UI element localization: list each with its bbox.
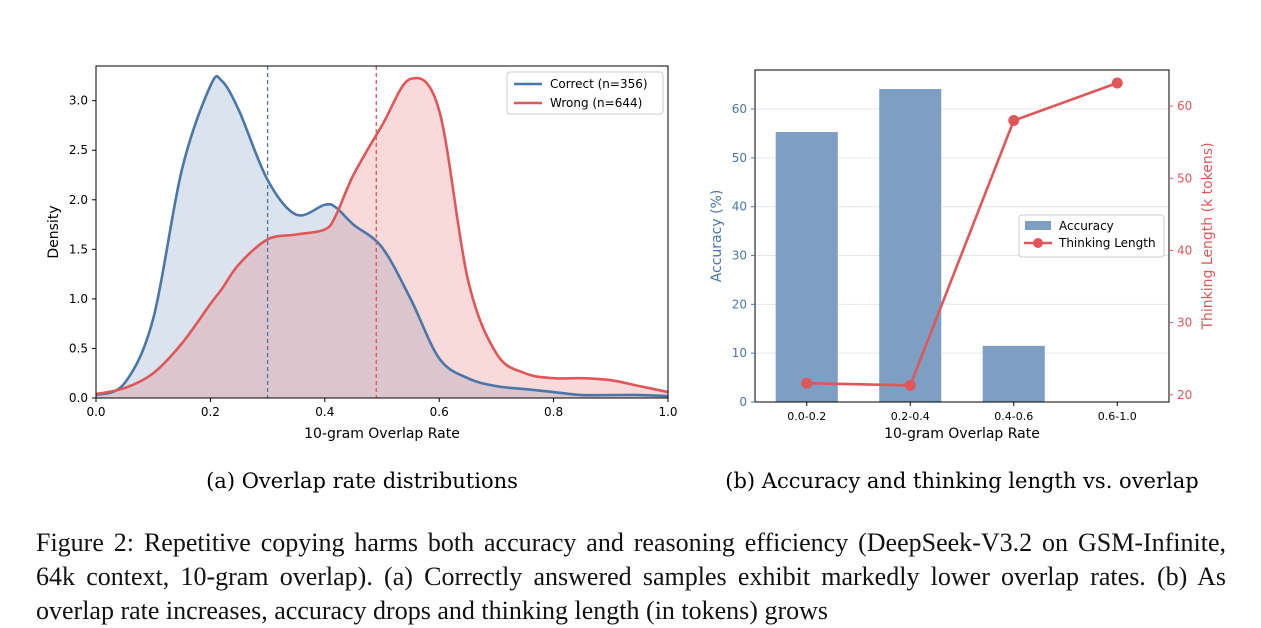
density-lines [95, 74, 669, 398]
right-y-tick-label: 50 [1177, 171, 1192, 185]
panel-a-legend: Correct (n=356) Wrong (n=644) [506, 71, 664, 115]
legend-label-correct: Correct (n=356) [550, 77, 648, 91]
thinking-length-line [801, 77, 1123, 391]
thinking-length-polyline [806, 81, 1118, 387]
left-y-tick-label: 60 [732, 102, 747, 116]
density-line-wrong [95, 76, 669, 396]
accuracy-bar-0.0-0.2 [775, 132, 838, 402]
figure-caption: Figure 2: Repetitive copying harms both … [36, 528, 1226, 625]
density-line-correct [95, 74, 669, 398]
panel-a-y-ticks: 0.0 0.5 1.0 1.5 2.0 2.5 3.0 [69, 94, 96, 405]
panel-a-density-chart: 0.0 0.2 0.4 0.6 0.8 1.0 0.0 0.5 1.0 1.5 2.0 2.5 3.0… [46, 65, 678, 493]
left-y-tick-label: 30 [732, 249, 747, 263]
legend-label-wrong: Wrong (n=644) [550, 96, 642, 110]
density-fill-wrong [96, 78, 668, 398]
panel-b-x-axis-label: 10-gram Overlap Rate [884, 426, 1040, 442]
left-y-tick-label: 10 [732, 346, 747, 360]
legend-marker-thinking-length [1033, 238, 1043, 248]
thinking-length-point-0.2-0.4 [904, 379, 916, 391]
panel-b-legend: Accuracy Thinking Length [1018, 214, 1165, 258]
panel-b-legend-box [1018, 214, 1165, 258]
density-fill-correct [96, 76, 668, 399]
x-tick-label: 0.2-0.4 [891, 410, 930, 423]
accuracy-bar-0.4-0.6 [982, 345, 1045, 402]
panel-b-x-ticks: 0.0-0.2 0.2-0.4 0.4-0.6 0.6-1.0 [787, 402, 1137, 423]
panel-a-legend-box [506, 71, 664, 115]
x-tick-label: 0.2 [201, 405, 220, 419]
y-tick-label: 1.5 [69, 242, 88, 256]
thinking-length-point-0.4-0.6 [1008, 115, 1020, 127]
thinking-length-point-0.6-1.0 [1111, 77, 1123, 89]
y-tick-label: 1.0 [69, 292, 88, 306]
figure-canvas: 0.0 0.2 0.4 0.6 0.8 1.0 0.0 0.5 1.0 1.5 2.0 2.5 3.0… [46, 65, 1216, 493]
panel-b-bar-line-chart: 0.0-0.2 0.2-0.4 0.4-0.6 0.6-1.0 0 10 20 30 40 50… [709, 69, 1216, 493]
panel-a-y-axis-label: Density [46, 205, 62, 258]
right-y-tick-label: 40 [1177, 243, 1192, 257]
left-y-tick-label: 20 [732, 297, 747, 311]
left-y-tick-label: 40 [732, 200, 747, 214]
x-tick-label: 0.6 [430, 405, 449, 419]
x-tick-label: 0.4-0.6 [994, 410, 1033, 423]
panel-b-right-y-ticks: 20 30 40 50 60 [1169, 99, 1192, 402]
legend-label-accuracy: Accuracy [1059, 219, 1114, 233]
accuracy-bar-0.2-0.4 [879, 89, 942, 403]
y-tick-label: 0.5 [69, 341, 88, 355]
x-tick-label: 1.0 [658, 405, 677, 419]
y-tick-label: 2.5 [69, 143, 88, 157]
x-tick-label: 0.0-0.2 [787, 410, 826, 423]
accuracy-bars [775, 89, 1045, 403]
x-tick-label: 0.0 [86, 405, 105, 419]
panel-a-x-axis-label: 10-gram Overlap Rate [304, 426, 460, 442]
y-tick-label: 3.0 [69, 94, 88, 108]
mean-lines [266, 66, 377, 398]
panel-a-frame [95, 65, 669, 399]
panel-a-caption: (a) Overlap rate distributions [206, 469, 518, 493]
y-tick-label: 0.0 [69, 391, 88, 405]
right-y-tick-label: 30 [1177, 316, 1192, 330]
y-tick-label: 2.0 [69, 193, 88, 207]
thinking-length-point-0.0-0.2 [801, 377, 813, 389]
panel-b-frame [754, 69, 1170, 403]
legend-swatch-accuracy [1025, 221, 1051, 230]
x-tick-label: 0.8 [544, 405, 563, 419]
right-y-tick-label: 60 [1177, 99, 1192, 113]
panel-a-x-ticks: 0.0 0.2 0.4 0.6 0.8 1.0 [86, 398, 678, 419]
right-y-tick-label: 20 [1177, 388, 1192, 402]
legend-label-thinking-length: Thinking Length [1058, 236, 1156, 250]
left-y-tick-label: 50 [732, 151, 747, 165]
x-tick-label: 0.6-1.0 [1098, 410, 1137, 423]
panel-b-caption: (b) Accuracy and thinking length vs. ove… [725, 469, 1198, 493]
panel-b-left-y-ticks: 0 10 20 30 40 50 60 [732, 102, 755, 409]
panel-b-left-y-axis-label: Accuracy (%) [709, 190, 725, 283]
panel-b-right-y-axis-label: Thinking Length (k tokens) [1200, 142, 1216, 330]
left-y-tick-label: 0 [739, 395, 747, 409]
x-tick-label: 0.4 [315, 405, 334, 419]
density-fills [96, 76, 668, 399]
